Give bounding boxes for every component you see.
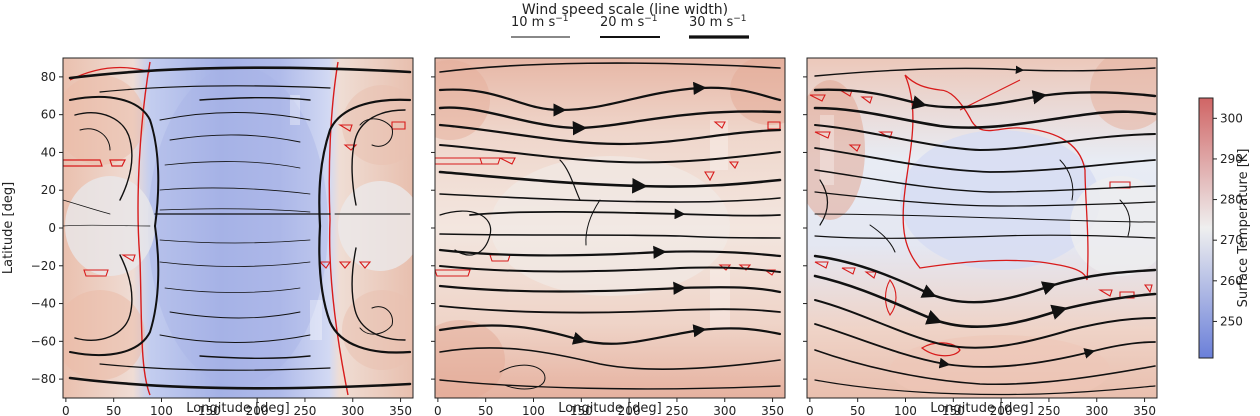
colorbar-tick-label: 270 [1220, 233, 1243, 247]
x-axis-label-center: Longitude [deg] [558, 401, 661, 416]
colorbar-label: Surface Temperature [K] [1236, 149, 1251, 308]
terminator-contour [137, 61, 151, 396]
wind-scale-label: 30 m s [689, 15, 733, 30]
svg-text:10 m s−1: 10 m s−1 [511, 14, 569, 30]
x-tick-label: 300 [1085, 404, 1108, 416]
x-tick-label: 200 [246, 404, 269, 416]
svg-text:30 m s−1: 30 m s−1 [689, 14, 747, 30]
x-tick-label: 150 [570, 404, 593, 416]
x-tick-label: 150 [198, 404, 221, 416]
panel-left [62, 57, 414, 399]
x-tick-label: 300 [341, 404, 364, 416]
y-tick-label: 80 [41, 70, 56, 84]
colorbar-tick-label: 250 [1220, 314, 1243, 328]
x-tick-label: 250 [1037, 404, 1060, 416]
wind-scale-10: 10 m s−1 [511, 14, 570, 38]
x-tick-label: 0 [434, 404, 442, 416]
x-tick-label: 250 [665, 404, 688, 416]
panel-right [806, 57, 1158, 399]
y-tick-label: −40 [31, 297, 56, 311]
colorbar-ticks: 300 290 280 270 260 250 [1213, 111, 1243, 328]
y-tick-label: −80 [31, 372, 56, 386]
panel-center [434, 57, 786, 399]
svg-text:20 m s−1: 20 m s−1 [600, 14, 658, 30]
wind-scale-label: 10 m s [511, 15, 555, 30]
terminator-contour [328, 61, 349, 396]
temperature-field-center [435, 58, 785, 398]
y-tick-label: −20 [31, 259, 56, 273]
x-tick-label: 0 [62, 404, 70, 416]
wind-scale-exp: −1 [644, 14, 657, 24]
wind-streamlines-center [438, 62, 782, 390]
wind-scale-title: Wind speed scale (line width) [522, 2, 728, 18]
y-tick-label: 40 [41, 145, 56, 159]
x-axis-label-left: Longitude [deg] [186, 401, 289, 416]
axes-ticks: 0 50 100 150 200 250 300 350806040200−20−40−60−… [31, 70, 1156, 416]
x-tick-label: 200 [990, 404, 1013, 416]
wind-scale-label: 20 m s [600, 15, 644, 30]
temperature-field-right [807, 58, 1157, 398]
x-tick-label: 350 [761, 404, 784, 416]
colorbar-gradient [1198, 97, 1214, 359]
x-tick-label: 200 [618, 404, 641, 416]
wind-streamlines-right [813, 65, 1157, 396]
wind-streamlines-left [63, 66, 412, 390]
wind-scale-exp: −1 [733, 14, 746, 24]
y-tick-label: 20 [41, 183, 56, 197]
x-tick-label: 100 [894, 404, 917, 416]
wind-scale-30: 30 m s−1 [689, 14, 749, 39]
x-tick-label: 50 [478, 404, 493, 416]
colorbar-tick-label: 280 [1220, 193, 1243, 207]
temperature-field-left [63, 58, 413, 398]
x-tick-label: 250 [293, 404, 316, 416]
colorbar: 300 290 280 270 260 250 Surface Temperature [… [1198, 97, 1251, 359]
x-tick-label: 350 [389, 404, 412, 416]
y-axis-label: Latitude [deg] [1, 182, 16, 274]
colorbar-tick-label: 290 [1220, 152, 1243, 166]
y-tick-label: 0 [48, 221, 56, 235]
wind-scale-20: 20 m s−1 [600, 14, 660, 38]
x-tick-label: 150 [942, 404, 965, 416]
y-tick-label: −60 [31, 334, 56, 348]
colorbar-tick-label: 260 [1220, 274, 1243, 288]
x-axis-label-right: Longitude [deg] [930, 401, 1033, 416]
y-tick-label: 60 [41, 108, 56, 122]
x-tick-label: 50 [850, 404, 865, 416]
colorbar-tick-label: 300 [1220, 111, 1243, 125]
x-tick-label: 0 [806, 404, 814, 416]
x-tick-label: 50 [106, 404, 121, 416]
x-tick-label: 300 [713, 404, 736, 416]
x-tick-label: 350 [1133, 404, 1156, 416]
x-tick-label: 100 [522, 404, 545, 416]
x-tick-label: 100 [150, 404, 173, 416]
wind-scale-exp: −1 [555, 14, 568, 24]
